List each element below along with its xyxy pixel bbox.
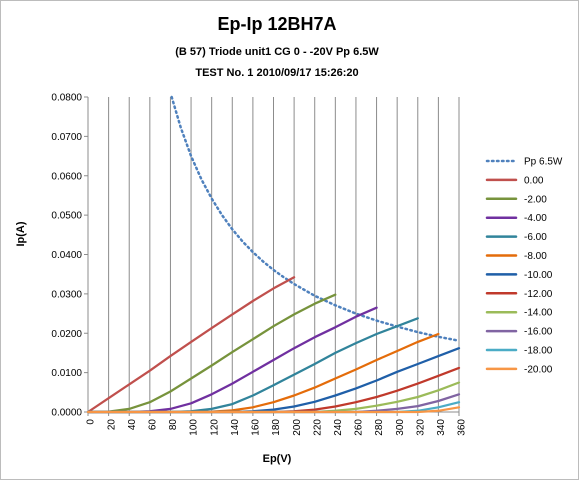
y-tick-label: 0.0300 [51,289,82,300]
legend-label-6: -10.00 [524,270,553,281]
chart-subtitle-2: TEST No. 1 2010/09/17 15:26:20 [195,67,358,79]
x-tick-label: 160 [251,419,262,436]
legend-label-5: -8.00 [524,251,547,262]
x-tick-label: 80 [168,419,179,431]
legend-label-1: 0.00 [524,175,544,186]
x-tick-label: 200 [292,419,303,436]
legend-label-11: -20.00 [524,364,553,375]
x-tick-label: 300 [395,419,406,436]
y-tick-label: 0.0000 [51,408,82,419]
x-tick-label: 340 [436,419,447,436]
y-tick-label: 0.0100 [51,368,82,379]
legend-label-3: -4.00 [524,213,547,224]
y-tick-label: 0.0400 [51,250,82,261]
x-tick-label: 120 [209,419,220,436]
plot-series [86,95,461,414]
y-tick-label: 0.0200 [51,329,82,340]
grid-lines [108,97,460,412]
series-line-2 [86,293,337,414]
axes [84,96,460,416]
x-tick-label: 60 [147,419,158,431]
legend-label-10: -18.00 [524,346,553,357]
y-tick-label: 0.0800 [51,93,82,104]
series-line-11 [86,406,461,414]
legend-label-0: Pp 6.5W [524,157,563,168]
x-tick-label: 100 [189,419,200,436]
x-tick-label: 140 [230,419,241,436]
x-axis-label: Ep(V) [263,453,292,465]
y-tick-label: 0.0700 [51,132,82,143]
x-tick-label: 240 [333,419,344,436]
y-tick-label: 0.0500 [51,211,82,222]
legend-label-7: -12.00 [524,289,553,300]
series-line-1 [86,276,296,414]
legend: Pp 6.5W 0.00 -2.00 -4.00 -6.00 -8.00 -10.00 -12… [485,157,563,375]
series-line-0 [170,95,461,342]
x-tick-label: 180 [271,419,282,436]
y-tick-labels: 0.0000 0.0100 0.0200 0.0300 0.0400 0.0500 0.06… [51,93,82,419]
y-axis-label: Ip(A) [15,221,27,246]
x-tick-label: 0 [86,419,97,425]
legend-label-8: -14.00 [524,308,553,319]
x-tick-label: 220 [312,419,323,436]
x-tick-label: 260 [354,419,365,436]
x-tick-labels: 0 20 40 60 80 100 120 140 160 180 200 220 240 260 280 3… [86,419,468,436]
x-tick-label: 360 [457,419,468,436]
x-tick-label: 320 [415,419,426,436]
y-tick-label: 0.0600 [51,171,82,182]
series-line-3 [86,306,378,414]
x-tick-label: 20 [106,419,117,431]
chart-subtitle-1: (B 57) Triode unit1 CG 0 - -20V Pp 6.5W [175,46,379,58]
series-line-5 [86,332,440,414]
legend-label-4: -6.00 [524,232,547,243]
chart-title: Ep-Ip 12BH7A [217,14,336,34]
legend-label-2: -2.00 [524,194,547,205]
legend-label-9: -16.00 [524,327,553,338]
x-tick-label: 40 [127,419,138,431]
x-tick-label: 280 [374,419,385,436]
